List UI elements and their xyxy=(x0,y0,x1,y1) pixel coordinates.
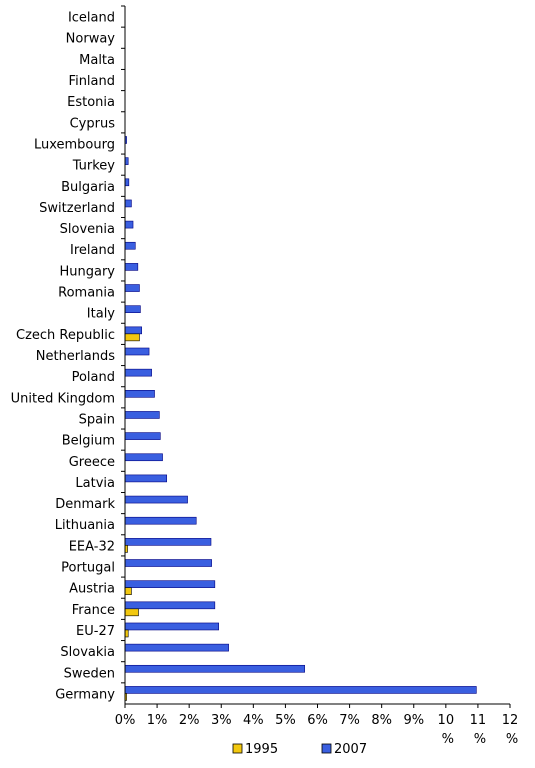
x-tick-label: 10 xyxy=(438,713,455,728)
category-label-sweden: Sweden xyxy=(64,666,115,681)
x-tick-label: 9% xyxy=(403,713,424,728)
bar-2007-slovenia xyxy=(124,220,134,229)
category-label-germany: Germany xyxy=(55,687,115,702)
category-label-spain: Spain xyxy=(79,412,115,427)
category-label-iceland: Iceland xyxy=(68,11,115,26)
category-label-czech-republic: Czech Republic xyxy=(16,328,115,343)
category-label-eea-32: EEA-32 xyxy=(69,539,115,554)
category-label-portugal: Portugal xyxy=(61,561,115,576)
bar-1995-czech-republic xyxy=(124,333,140,342)
bar-2007-austria xyxy=(124,580,216,588)
category-label-estonia: Estonia xyxy=(67,95,115,110)
category-label-romania: Romania xyxy=(58,286,115,301)
bar-1995-austria xyxy=(124,587,132,595)
x-tick-label: 5% xyxy=(275,713,296,728)
bar-2007-lithuania xyxy=(124,516,197,525)
x-tick-label-suffix: % xyxy=(506,732,518,747)
bars-layer xyxy=(124,136,477,701)
x-tick-label: 4% xyxy=(243,713,264,728)
x-tick-label-suffix: % xyxy=(442,732,454,747)
category-label-greece: Greece xyxy=(69,455,115,470)
legend-label-2007: 2007 xyxy=(334,742,367,757)
category-labels: Iceland Norway Malta Finland Estonia Cyprus Lu… xyxy=(11,11,116,703)
bar-2007-romania xyxy=(124,284,140,292)
category-label-slovakia: Slovakia xyxy=(60,645,115,660)
bar-2007-france xyxy=(124,601,216,610)
bar-2007-netherlands xyxy=(124,347,150,356)
bar-2007-spain xyxy=(124,411,160,419)
category-label-slovenia: Slovenia xyxy=(60,222,115,237)
bar-2007-ireland xyxy=(124,241,136,250)
bar-2007-portugal xyxy=(124,559,212,567)
category-label-france: France xyxy=(72,603,115,618)
x-tick-label: 6% xyxy=(307,713,328,728)
category-label-switzerland: Switzerland xyxy=(39,201,115,216)
category-label-hungary: Hungary xyxy=(59,264,115,279)
category-label-latvia: Latvia xyxy=(75,476,115,491)
category-label-cyprus: Cyprus xyxy=(70,116,116,131)
category-label-luxembourg: Luxembourg xyxy=(34,137,115,152)
category-label-netherlands: Netherlands xyxy=(36,349,115,364)
bar-2007-slovakia xyxy=(124,643,229,652)
bar-2007-italy xyxy=(124,305,141,313)
x-tick-label-suffix: % xyxy=(474,732,486,747)
bar-2007-eea-32 xyxy=(124,538,212,546)
category-label-italy: Italy xyxy=(87,307,116,322)
bar-2007-eu-27 xyxy=(124,622,219,631)
x-tick-labels: 0% 1% 2% 3% 4% 5% 6% 7% 8% 9% 10% 11% 12% xyxy=(115,713,519,747)
legend-swatch-1995 xyxy=(232,743,243,754)
category-label-ireland: Ireland xyxy=(70,243,115,258)
legend-label-1995: 1995 xyxy=(245,742,278,757)
x-tick-label: 12 xyxy=(502,713,519,728)
x-tick-label: 11 xyxy=(470,713,487,728)
legend-swatch-2007 xyxy=(321,743,332,754)
bar-2007-belgium xyxy=(124,432,161,440)
bar-2007-hungary xyxy=(124,263,139,271)
bar-2007-germany xyxy=(124,686,477,694)
bar-1995-france xyxy=(124,608,139,617)
category-label-bulgaria: Bulgaria xyxy=(61,180,115,195)
x-tick-label: 8% xyxy=(371,713,392,728)
category-label-austria: Austria xyxy=(69,582,115,597)
axes xyxy=(121,5,511,708)
category-label-united-kingdom: United Kingdom xyxy=(11,391,115,406)
category-label-eu-27: EU-27 xyxy=(76,624,115,639)
legend: 1995 2007 xyxy=(232,742,367,757)
category-label-norway: Norway xyxy=(66,32,116,47)
bar-2007-greece xyxy=(124,453,163,462)
bar-2007-bulgaria xyxy=(124,178,130,187)
bar-2007-czech-republic xyxy=(124,326,142,335)
x-tick-label: 1% xyxy=(147,713,168,728)
category-label-malta: Malta xyxy=(79,53,115,68)
category-label-lithuania: Lithuania xyxy=(55,518,115,533)
category-label-turkey: Turkey xyxy=(72,159,116,174)
bar-2007-united-kingdom xyxy=(124,390,155,398)
x-tick-label: 0% xyxy=(115,713,136,728)
bar-2007-poland xyxy=(124,368,152,377)
x-tick-label: 7% xyxy=(339,713,360,728)
x-tick-label: 2% xyxy=(179,713,200,728)
category-label-finland: Finland xyxy=(69,74,115,89)
bar-2007-sweden xyxy=(124,664,305,673)
bar-2007-latvia xyxy=(124,474,168,483)
category-label-poland: Poland xyxy=(72,370,115,385)
category-label-denmark: Denmark xyxy=(55,497,115,512)
bar-2007-switzerland xyxy=(124,199,132,208)
bar-2007-denmark xyxy=(124,495,188,504)
x-tick-label: 3% xyxy=(211,713,232,728)
category-label-belgium: Belgium xyxy=(62,434,115,449)
